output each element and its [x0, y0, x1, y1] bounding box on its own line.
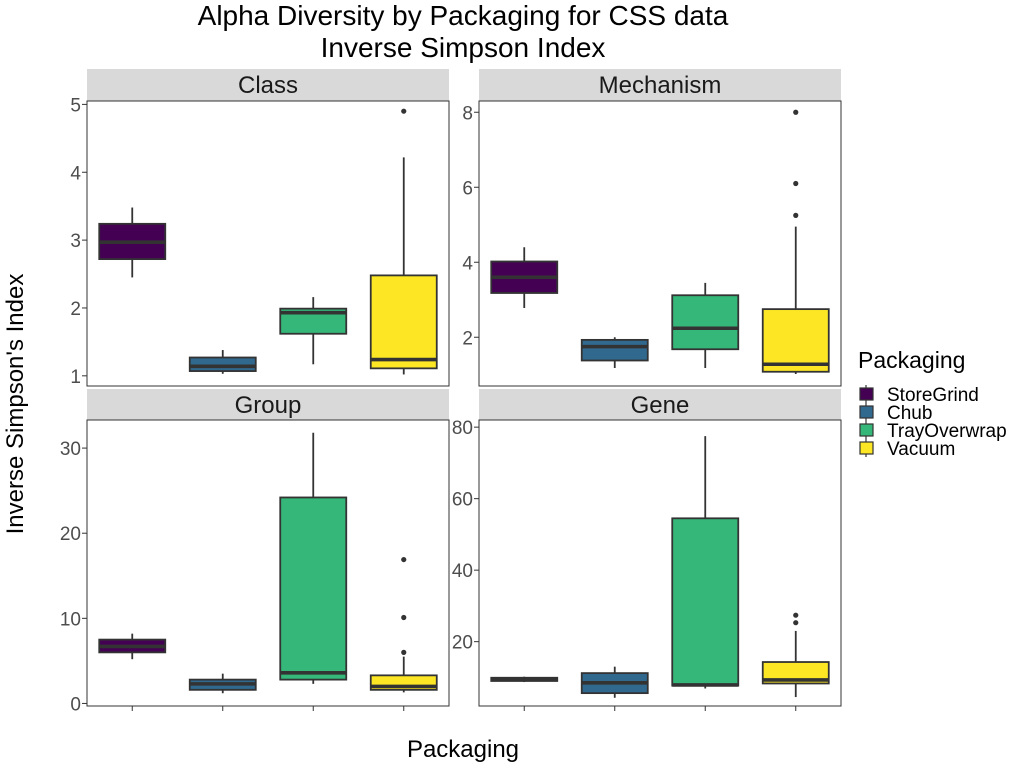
panel-class: Class 1 2 3 4 5	[70, 69, 450, 388]
box-gene-trayoverwrap	[671, 436, 740, 689]
strip-label-class: Class	[238, 72, 298, 99]
y-tick-label-class: 3	[70, 231, 81, 252]
legend-key-box	[859, 387, 874, 401]
panel-mechanism: Mechanism 2 4 6 8	[462, 69, 842, 387]
box-gene-chub	[580, 666, 649, 698]
legend-item-storegrind: StoreGrind	[859, 385, 979, 406]
box-iqr	[671, 294, 740, 351]
outlier-point	[401, 556, 407, 563]
legend-label-chub: Chub	[887, 403, 932, 424]
chart-subtitle: Inverse Simpson Index	[321, 32, 606, 63]
box-iqr	[761, 308, 830, 373]
y-tick-label-gene: 80	[452, 418, 473, 439]
chart-title: Alpha Diversity by Packaging for CSS dat…	[198, 0, 729, 31]
legend-key-box	[859, 423, 874, 437]
legend-item-chub: Chub	[859, 403, 932, 424]
y-tick-label-mechanism: 4	[462, 253, 473, 274]
legend-label-vacuum: Vacuum	[887, 439, 955, 460]
legend-title: Packaging	[858, 347, 965, 373]
strip-label-mechanism: Mechanism	[599, 72, 722, 99]
y-tick-label-gene: 60	[452, 490, 473, 511]
legend-key-box	[859, 441, 874, 455]
y-tick-label-mechanism: 8	[462, 103, 473, 124]
outlier-point	[793, 212, 799, 218]
y-tick-label-mechanism: 6	[462, 178, 473, 199]
panel-frame-group	[86, 419, 450, 707]
strip-group	[87, 389, 449, 421]
y-tick-label-class: 2	[70, 299, 81, 320]
box-class-trayoverwrap	[279, 297, 348, 365]
legend-label-storegrind: StoreGrind	[887, 385, 979, 406]
strip-label-group: Group	[235, 392, 302, 419]
facet-panels: Class 1 2 3 4 5 Mechanism 2 4 6 8 Group 0 10 20 30 Gene 2…	[60, 69, 842, 715]
outlier-point	[793, 109, 799, 115]
box-class-storegrind	[98, 207, 167, 278]
strip-mechanism	[479, 69, 841, 101]
panel-group: Group 0 10 20 30	[60, 389, 450, 715]
legend-label-trayoverwrap: TrayOverwrap	[887, 421, 1007, 442]
box-class-vacuum	[369, 108, 438, 375]
outlier-point	[793, 180, 799, 187]
outlier-point	[793, 612, 799, 618]
outlier-point	[401, 649, 407, 655]
strip-label-gene: Gene	[631, 392, 690, 419]
y-tick-label-group: 10	[60, 609, 81, 630]
y-tick-label-gene: 20	[452, 633, 473, 654]
y-tick-label-group: 0	[70, 694, 81, 715]
y-tick-label-class: 4	[70, 163, 81, 184]
outlier-point	[401, 108, 407, 114]
box-group-storegrind	[98, 633, 167, 660]
box-group-vacuum	[369, 556, 438, 693]
outlier-point	[401, 614, 407, 621]
box-iqr	[671, 517, 740, 687]
legend-item-trayoverwrap: TrayOverwrap	[859, 421, 1007, 442]
y-tick-label-group: 30	[60, 439, 81, 460]
box-mechanism-storegrind	[490, 247, 559, 308]
strip-gene	[479, 389, 841, 421]
y-axis-title: Inverse Simpson's Index	[2, 274, 29, 535]
y-tick-label-group: 20	[60, 524, 81, 545]
box-gene-vacuum	[761, 612, 830, 698]
box-group-trayoverwrap	[279, 432, 348, 684]
panel-gene: Gene 20 40 60 80	[452, 389, 842, 711]
box-gene-storegrind	[490, 676, 559, 683]
box-iqr	[369, 274, 438, 370]
y-tick-label-mechanism: 2	[462, 328, 473, 349]
panel-frame-gene	[478, 419, 842, 707]
x-axis-title: Packaging	[407, 736, 519, 763]
legend-item-vacuum: Vacuum	[859, 439, 955, 460]
box-iqr	[580, 338, 649, 362]
outlier-point	[793, 620, 799, 626]
y-tick-label-gene: 40	[452, 561, 473, 582]
y-tick-label-class: 5	[70, 95, 81, 116]
y-tick-label-class: 1	[70, 367, 81, 388]
legend-key-box	[859, 405, 874, 419]
box-mechanism-trayoverwrap	[671, 282, 740, 368]
box-class-chub	[188, 350, 257, 374]
box-mechanism-chub	[580, 337, 649, 368]
strip-class	[87, 69, 449, 101]
box-iqr	[188, 356, 257, 372]
box-iqr	[279, 496, 348, 681]
legend: Packaging StoreGrindChubTrayOverwrapVacu…	[858, 347, 1007, 460]
box-mechanism-vacuum	[761, 109, 830, 374]
box-group-chub	[188, 673, 257, 694]
